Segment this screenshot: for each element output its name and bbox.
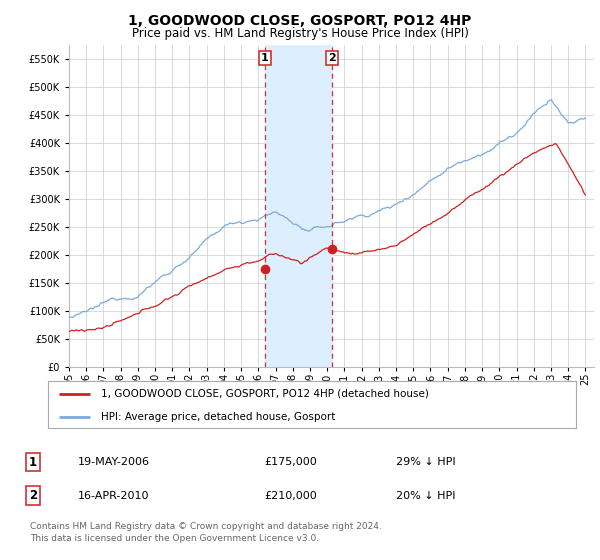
Text: This data is licensed under the Open Government Licence v3.0.: This data is licensed under the Open Gov… [30,534,319,543]
Text: 1, GOODWOOD CLOSE, GOSPORT, PO12 4HP: 1, GOODWOOD CLOSE, GOSPORT, PO12 4HP [128,14,472,28]
Text: HPI: Average price, detached house, Gosport: HPI: Average price, detached house, Gosp… [101,412,335,422]
Text: 16-APR-2010: 16-APR-2010 [78,491,149,501]
Text: £175,000: £175,000 [264,457,317,467]
Text: 19-MAY-2006: 19-MAY-2006 [78,457,150,467]
Text: 29% ↓ HPI: 29% ↓ HPI [396,457,455,467]
Bar [265,45,332,367]
Text: 1: 1 [261,53,269,63]
Text: 2: 2 [328,53,336,63]
Text: 1, GOODWOOD CLOSE, GOSPORT, PO12 4HP (detached house): 1, GOODWOOD CLOSE, GOSPORT, PO12 4HP (de… [101,389,428,399]
Text: £210,000: £210,000 [264,491,317,501]
Text: 1: 1 [29,455,37,469]
Text: Price paid vs. HM Land Registry's House Price Index (HPI): Price paid vs. HM Land Registry's House … [131,27,469,40]
Text: 20% ↓ HPI: 20% ↓ HPI [396,491,455,501]
Text: Contains HM Land Registry data © Crown copyright and database right 2024.: Contains HM Land Registry data © Crown c… [30,522,382,531]
Text: 2: 2 [29,489,37,502]
